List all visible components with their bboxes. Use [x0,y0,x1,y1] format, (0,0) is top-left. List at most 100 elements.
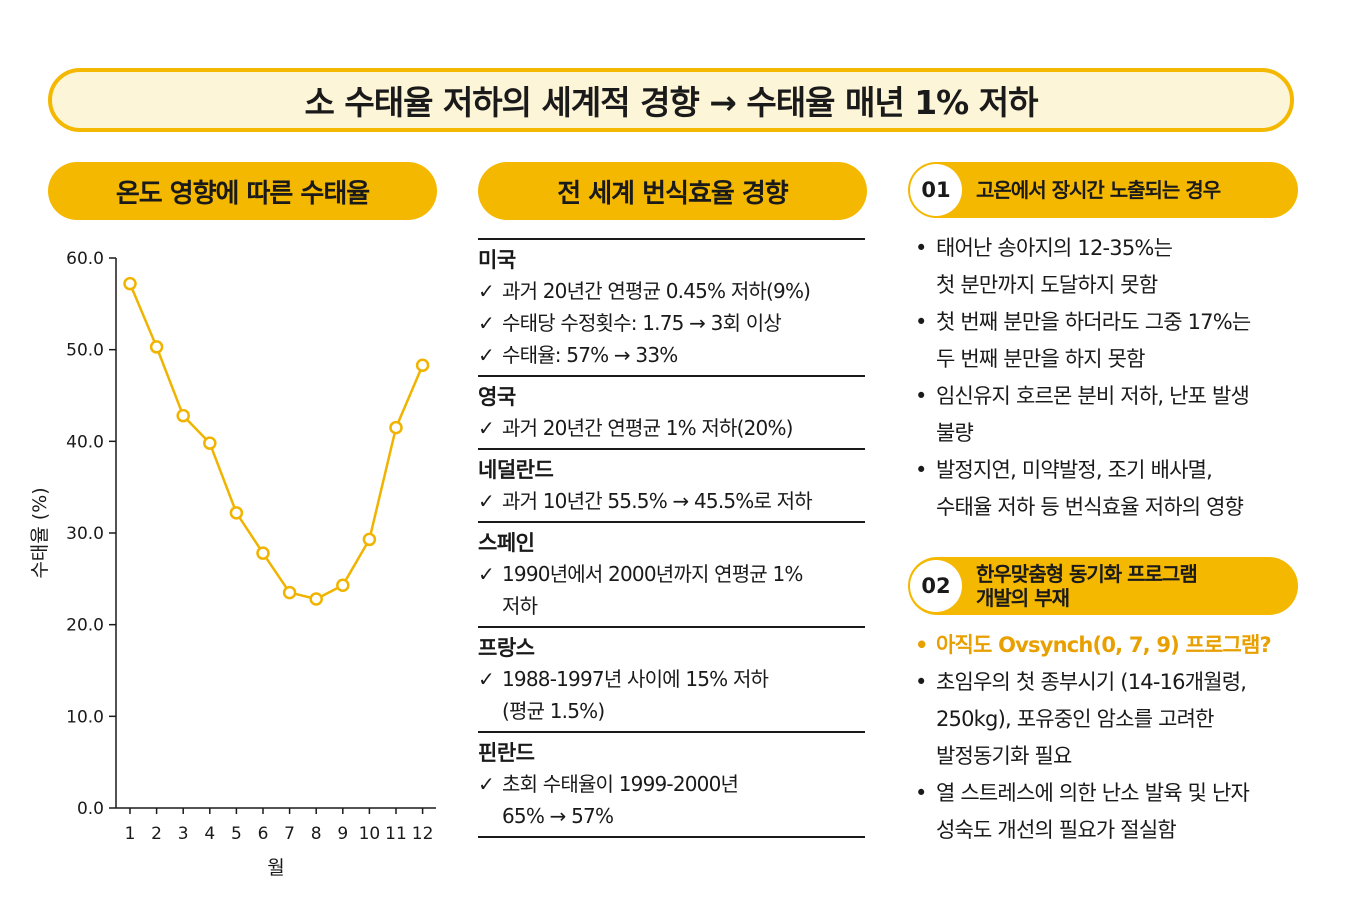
section-01-bullet: 첫 번째 분만을 하더라도 그중 17%는두 번째 분만을 하지 못함 [912,304,1312,378]
country-name: 프랑스 [478,636,535,660]
check-icon: ✓ [478,279,495,303]
section-02-header: 02 한우맞춤형 동기화 프로그램 개발의 부재 [908,557,1298,615]
section-02-bullet: 아직도 Ovsynch(0, 7, 9) 프로그램? [912,627,1312,664]
data-point [415,358,430,372]
y-tick-label: 60.0 [66,249,104,269]
x-tick-label: 1 [125,824,136,844]
data-point [203,436,217,450]
chart-header: 온도 영향에 따른 수태율 [48,162,437,220]
y-tick-label: 10.0 [66,707,104,727]
section-02-bullet-line: 아직도 Ovsynch(0, 7, 9) 프로그램? [936,633,1272,657]
check-icon: ✓ [478,667,495,691]
country-block: 네덜란드 ✓ 과거 10년간 55.5% → 45.5%로 저하 [478,448,865,521]
section-02-bullet-line: 초임우의 첫 종부시기 (14-16개월령, [936,670,1247,694]
trend-item: ✓ 과거 20년간 연평균 1% 저하(20%) [478,412,865,444]
trend-item-line: 초회 수태율이 1999-2000년 [502,772,739,796]
x-tick-label: 2 [151,824,162,844]
trend-item: ✓ 1988-1997년 사이에 15% 저하 (평균 1.5%) [478,663,865,727]
trend-item-text: 과거 20년간 연평균 1% 저하(20%) [502,412,793,444]
country-name: 네덜란드 [478,458,554,482]
section-02-number: 02 [910,560,962,612]
section-02-bullet-line: 250kg), 포유중인 암소를 고려한 [936,707,1214,731]
data-point [176,408,190,423]
y-tick-label: 40.0 [66,432,104,452]
section-02-bullet-line: 성숙도 개선의 필요가 절실함 [936,818,1177,842]
chart-header-label: 온도 영향에 따른 수태율 [115,178,370,209]
x-tick-label: 3 [178,824,189,844]
section-01-number: 01 [910,164,962,216]
data-point [362,532,377,547]
section-01-bullet-line: 수태율 저하 등 번식효율 저하의 영향 [936,495,1244,519]
page-title-banner: 소 수태율 저하의 세계적 경향 → 수태율 매년 1% 저하 [48,68,1294,132]
trend-item-line: (평균 1.5%) [502,699,605,723]
x-tick-label: 4 [204,824,215,844]
section-01-bullets: 태어난 송아지의 12-35%는첫 분만까지 도달하지 못함첫 번째 분만을 하… [912,230,1312,526]
check-icon: ✓ [478,311,495,335]
trend-item-text: 수태율: 57% → 33% [502,339,678,371]
series-line [128,283,424,601]
section-01-bullet-line: 첫 번째 분만을 하더라도 그중 17%는 [936,310,1251,334]
trend-item-line: 1988-1997년 사이에 15% 저하 [502,667,769,691]
data-point [149,340,164,354]
trend-item-text: 1990년에서 2000년까지 연평균 1% 저하 [502,558,803,622]
x-tick-label: 9 [337,824,348,844]
x-tick-label: 7 [284,824,295,844]
section-02-bullet-line: 발정동기화 필요 [936,744,1072,768]
section-01-bullet-line: 불량 [936,421,974,445]
list-bottom-rule [478,836,865,838]
trend-item: ✓ 수태율: 57% → 33% [478,339,865,371]
section-02-bullet: 초임우의 첫 종부시기 (14-16개월령, 250kg), 포유중인 암소를 고… [912,664,1312,775]
country-name: 미국 [478,248,516,272]
country-list: 미국 ✓ 과거 20년간 연평균 0.45% 저하(9%) ✓ 수태당 수정횟수: 1.… [478,238,865,838]
trend-header-label: 전 세계 번식효율 경향 [557,178,788,209]
country-block: 영국 ✓ 과거 20년간 연평균 1% 저하(20%) [478,375,865,448]
check-icon: ✓ [478,562,495,586]
y-tick-label: 30.0 [66,524,104,544]
section-01-bullet-line: 두 번째 분만을 하지 못함 [936,347,1146,371]
data-point [309,592,323,606]
trend-item-text: 초회 수태율이 1999-2000년 65% → 57% [502,768,739,832]
section-01-bullet: 태어난 송아지의 12-35%는첫 분만까지 도달하지 못함 [912,230,1312,304]
data-point [123,276,137,291]
section-02-bullets: 아직도 Ovsynch(0, 7, 9) 프로그램? 초임우의 첫 종부시기 (1… [912,627,1312,849]
trend-item-line: 과거 20년간 연평균 1% 저하(20%) [502,416,793,440]
section-02-title: 한우맞춤형 동기화 프로그램 개발의 부재 [976,562,1198,610]
check-icon: ✓ [478,343,495,367]
check-icon: ✓ [478,489,495,513]
x-tick-label: 12 [412,824,434,844]
trend-item-line: 65% → 57% [502,804,614,828]
section-01-bullet: 발정지연, 미약발정, 조기 배사멸, 수태율 저하 등 번식효율 저하의 영향 [912,452,1312,526]
check-icon: ✓ [478,416,495,440]
country-name: 스페인 [478,531,535,555]
trend-item-line: 과거 20년간 연평균 0.45% 저하(9%) [502,279,811,303]
country-name: 영국 [478,385,516,409]
trend-item: ✓ 수태당 수정횟수: 1.75 → 3회 이상 [478,307,865,339]
trend-item-line: 1990년에서 2000년까지 연평균 1% [502,562,803,586]
trend-item-text: 수태당 수정횟수: 1.75 → 3회 이상 [502,307,782,339]
section-02-title-line: 한우맞춤형 동기화 프로그램 [976,562,1198,586]
trend-header: 전 세계 번식효율 경향 [478,162,867,220]
x-tick-label: 6 [258,824,269,844]
section-01-title: 고온에서 장시간 노출되는 경우 [976,178,1221,202]
trend-item-line: 수태당 수정횟수: 1.75 → 3회 이상 [502,311,782,335]
data-point [256,546,270,560]
section-01-bullet-line: 임신유지 호르몬 분비 저하, 난포 발생 [936,384,1250,408]
trend-item: ✓ 과거 20년간 연평균 0.45% 저하(9%) [478,275,865,307]
x-tick-label: 10 [359,824,381,844]
section-01-header: 01 고온에서 장시간 노출되는 경우 [908,162,1298,218]
data-point [282,585,297,600]
data-point [229,506,244,520]
trend-item-line: 수태율: 57% → 33% [502,343,678,367]
conception-rate-chart: 0.010.020.030.040.050.060.01 2 3 4 5 6 7 8 9 10 11… [29,249,436,879]
x-tick-label: 8 [311,824,322,844]
trend-item: ✓ 초회 수태율이 1999-2000년 65% → 57% [478,768,865,832]
section-02-bullet-line: 열 스트레스에 의한 난소 발육 및 난자 [936,781,1250,805]
country-block: 프랑스 ✓ 1988-1997년 사이에 15% 저하 (평균 1.5%) [478,626,865,731]
y-tick-label: 0.0 [77,799,104,819]
y-tick-label: 20.0 [66,616,104,636]
x-tick-label: 5 [231,824,242,844]
section-01-bullet-line: 태어난 송아지의 12-35%는 [936,236,1173,260]
section-02-title-line: 개발의 부재 [976,586,1070,610]
